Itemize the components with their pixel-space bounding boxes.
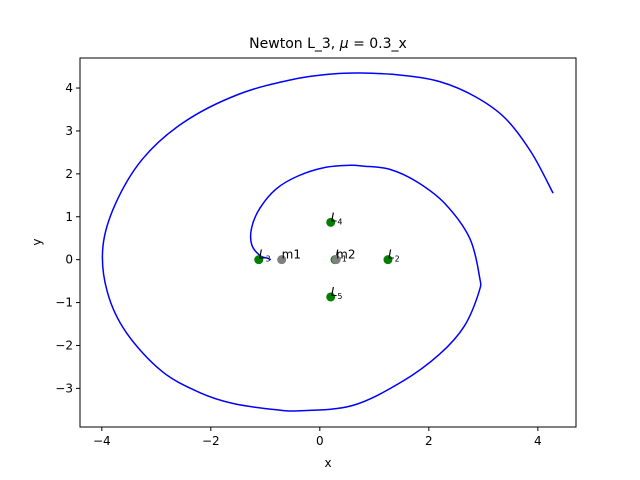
plot-area: L4 L5 L3 L2 L1 m1 m2: [101, 72, 554, 412]
x-tick-label: 4: [534, 434, 542, 448]
y-axis-label: y: [30, 238, 44, 245]
point-l5: [326, 292, 336, 302]
point-label-l4: L4: [331, 210, 343, 226]
point-l4: [326, 217, 336, 227]
y-tick-label: 2: [65, 167, 73, 181]
y-tick-label: −2: [55, 338, 73, 352]
x-axis-label: x: [324, 456, 331, 470]
point-m1: [277, 255, 287, 265]
point-label-m1: m1: [282, 248, 301, 262]
point-l3: [254, 255, 264, 265]
y-tick-label: −1: [55, 296, 73, 310]
series-line-0: [101, 72, 554, 412]
point-m2: [331, 255, 341, 265]
y-tick-label: 4: [65, 81, 73, 95]
x-tick-label: −2: [202, 434, 220, 448]
y-tick-label: 3: [65, 124, 73, 138]
point-label-m2: m2: [336, 248, 355, 262]
y-tick-label: 0: [65, 253, 73, 267]
chart-title: Newton L_3, μ = 0.3_x: [249, 36, 407, 52]
point-label-l3: L3: [259, 248, 271, 264]
x-tick-label: 0: [316, 434, 324, 448]
x-tick-label: 2: [425, 434, 433, 448]
x-tick-label: −4: [93, 434, 111, 448]
y-tick-label: 1: [65, 210, 73, 224]
axis-ticks: −4 −2 0 2 4 −3 −2 −1 0 1 2 3 4: [55, 81, 541, 448]
point-label-l5: L5: [331, 285, 343, 301]
point-l2: [383, 255, 393, 265]
point-label-l2: L2: [388, 248, 400, 264]
point-label-l1: L1: [335, 248, 347, 264]
y-tick-label: −3: [55, 381, 73, 395]
axes-frame: [79, 57, 577, 428]
